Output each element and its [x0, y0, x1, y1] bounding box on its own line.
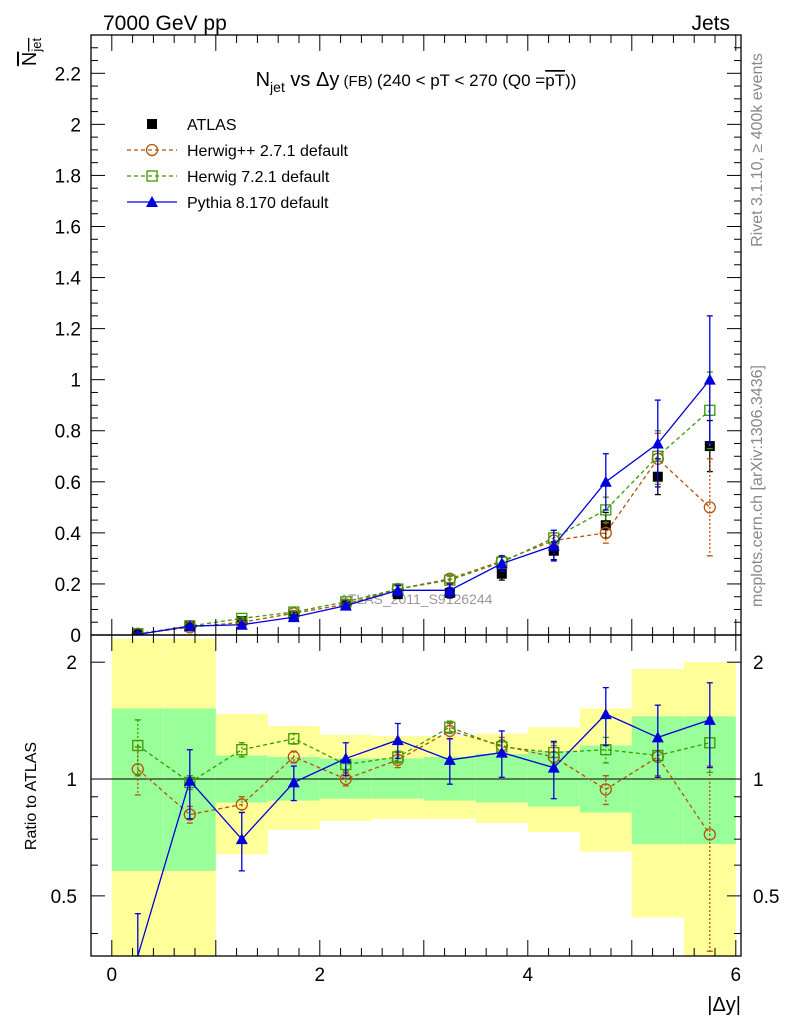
ratio-tick-label-left: 0.5 — [51, 887, 77, 908]
herwig-2-7-1-default-ratio-point — [599, 783, 612, 796]
legend-marker-herwig-2-7-1-default — [145, 143, 159, 157]
herwig-2-7-1-default-ratio-point — [287, 750, 300, 764]
herwig-7-2-1-default-ratio-point — [444, 721, 456, 733]
pythia-8-170-default-line — [137, 379, 711, 635]
x-tick-label: 6 — [731, 965, 742, 986]
legend-label-herwig-2-7-1-default: Herwig++ 2.7.1 default — [187, 143, 349, 160]
pythia-8-170-default-ratio-point — [547, 761, 560, 773]
pythia-8-170-default-point — [443, 584, 456, 596]
axes: 0 0.2 0.4 0.6 0.8 1 1.2 1.4 1.6 1.8 2 2.2 0.5 0.5 1 1 2 2… — [51, 34, 779, 986]
y-tick-label: 0.4 — [55, 524, 82, 545]
pythia-8-170-default-ratio-point — [183, 774, 196, 786]
x-tick-label: 4 — [523, 965, 534, 986]
atlas-point — [704, 441, 715, 452]
x-tick-label: 0 — [107, 965, 118, 986]
svg-text:Njet: Njet — [19, 38, 44, 67]
x-axis-label: |Δy| — [707, 994, 741, 1016]
legend: ATLAS Herwig++ 2.7.1 default Herwig 7.2.1 … — [127, 117, 349, 212]
pythia-8-170-default-ratio-line — [137, 713, 711, 956]
series-layer — [131, 315, 716, 956]
y-tick-label: 1.2 — [55, 320, 81, 341]
y-tick-label: 0.8 — [55, 422, 81, 443]
herwig-2-7-1-default-point — [599, 526, 612, 540]
pythia-8-170-default-ratio-point — [443, 753, 456, 765]
legend-marker-herwig-7-2-1-default — [146, 170, 158, 182]
pythia-8-170-default-point — [183, 620, 196, 632]
herwig-7-2-1-default-ratio-point — [132, 739, 144, 752]
ratio-panel-frame — [90, 634, 742, 957]
legend-marker-pythia-8-170-default — [146, 196, 158, 207]
pythia-8-170-default-ratio-point — [599, 708, 612, 720]
pythia-8-170-default-ratio-point — [287, 776, 300, 788]
pythia-8-170-default-ratio-point — [651, 731, 664, 743]
herwig-2-7-1-default-point — [703, 501, 716, 514]
pythia-8-170-default-ratio-point — [339, 752, 352, 764]
atlas-point — [600, 520, 611, 531]
pythia-8-170-default-point — [339, 599, 352, 611]
legend-label-atlas: ATLAS — [187, 117, 237, 134]
herwig-7-2-1-default-line — [137, 409, 711, 635]
header-right: Jets — [691, 12, 730, 35]
pythia-8-170-default-ratio-point — [495, 746, 508, 758]
ratio-panel-series — [131, 682, 716, 956]
y-tick-label: 1.8 — [55, 166, 81, 187]
herwig-2-7-1-default-ratio-point — [235, 798, 248, 811]
mcplots-label: mcplots.cern.ch [arXiv:1306.3436] — [749, 365, 766, 607]
y-tick-label: 2.2 — [55, 64, 81, 85]
pythia-8-170-default-point — [547, 539, 560, 551]
y-tick-label: 1 — [70, 371, 81, 392]
y-tick-label: 0 — [70, 626, 81, 647]
herwig-7-2-1-default-ratio-point — [236, 744, 248, 756]
ratio-tick-label-right: 1 — [753, 770, 764, 791]
rivet-label: Rivet 3.1.10, ≥ 400k events — [749, 53, 766, 247]
y-tick-label: 2 — [70, 115, 81, 136]
atlas-point — [496, 568, 507, 579]
pythia-8-170-default-ratio-point — [703, 713, 716, 725]
herwig-2-7-1-default-ratio-point — [131, 763, 144, 776]
pythia-8-170-default-point — [651, 437, 664, 449]
pythia-8-170-default-point — [599, 475, 612, 487]
pythia-8-170-default-point — [287, 611, 300, 623]
y-tick-label: 1.4 — [55, 269, 82, 290]
pythia-8-170-default-point — [134, 628, 142, 635]
legend-label-pythia-8-170-default: Pythia 8.170 default — [187, 195, 329, 212]
pythia-8-170-default-point — [235, 618, 248, 630]
y-axis-label-bottom: Ratio to ATLAS — [23, 742, 40, 850]
ratio-tick-label-right: 0.5 — [753, 887, 779, 908]
legend-label-herwig-7-2-1-default: Herwig 7.2.1 default — [187, 169, 330, 186]
pythia-8-170-default-ratio-point — [391, 734, 404, 746]
y-tick-label: 1.6 — [55, 217, 81, 238]
ratio-tick-label-right: 2 — [753, 653, 764, 674]
pythia-8-170-default-point — [391, 584, 404, 596]
herwig-7-2-1-default-ratio-point — [288, 733, 300, 745]
herwig-7-2-1-default-ratio-line — [137, 726, 710, 784]
pythia-8-170-default-point — [495, 557, 508, 569]
herwig-2-7-1-default-line — [137, 457, 711, 635]
main-panel-series — [131, 315, 716, 635]
header-left: 7000 GeV pp — [103, 12, 227, 35]
herwig-2-7-1-default-ratio-line — [137, 730, 711, 835]
y-axis-label-top: Njet — [19, 38, 44, 67]
pythia-8-170-default-ratio-point — [235, 833, 248, 845]
ratio-tick-label-left: 1 — [66, 770, 77, 791]
y-tick-label: 0.6 — [55, 473, 81, 494]
pythia-8-170-default-point — [703, 373, 716, 385]
legend-marker-atlas — [147, 119, 157, 129]
x-tick-label: 2 — [315, 965, 326, 986]
y-tick-label: 0.2 — [55, 575, 81, 596]
band-green — [111, 708, 164, 871]
herwig-2-7-1-default-ratio-point — [703, 828, 716, 841]
ratio-tick-label-left: 2 — [66, 653, 77, 674]
plot-title: Njet vs Δy (FB) (240 < pT < 270 (Q0 =pT)… — [256, 69, 577, 95]
